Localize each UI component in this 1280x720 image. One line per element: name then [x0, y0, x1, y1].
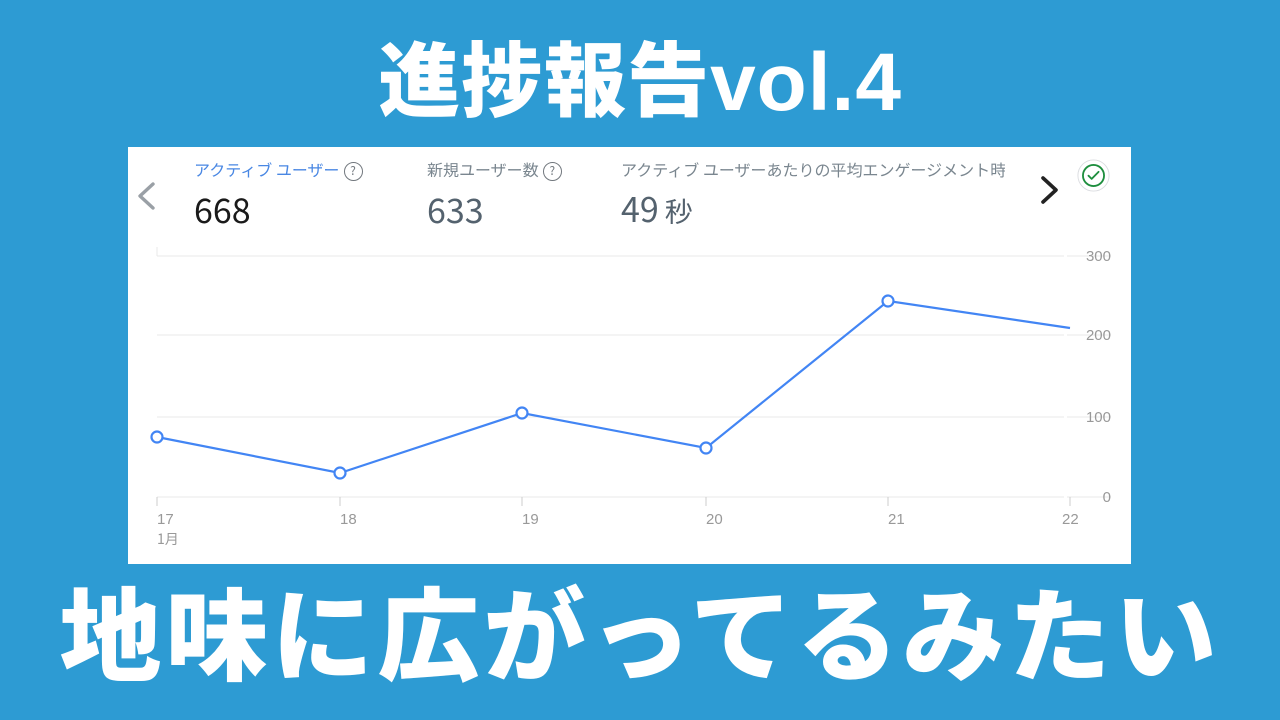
- svg-text:19: 19: [522, 511, 539, 528]
- svg-text:20: 20: [706, 511, 723, 528]
- svg-text:200: 200: [1086, 327, 1111, 344]
- svg-text:17: 17: [157, 511, 174, 528]
- svg-text:22: 22: [1062, 511, 1079, 528]
- svg-text:100: 100: [1086, 409, 1111, 426]
- svg-text:21: 21: [888, 511, 905, 528]
- svg-text:18: 18: [340, 511, 357, 528]
- svg-text:1月: 1月: [157, 529, 179, 549]
- svg-text:300: 300: [1086, 248, 1111, 265]
- svg-text:0: 0: [1103, 489, 1111, 506]
